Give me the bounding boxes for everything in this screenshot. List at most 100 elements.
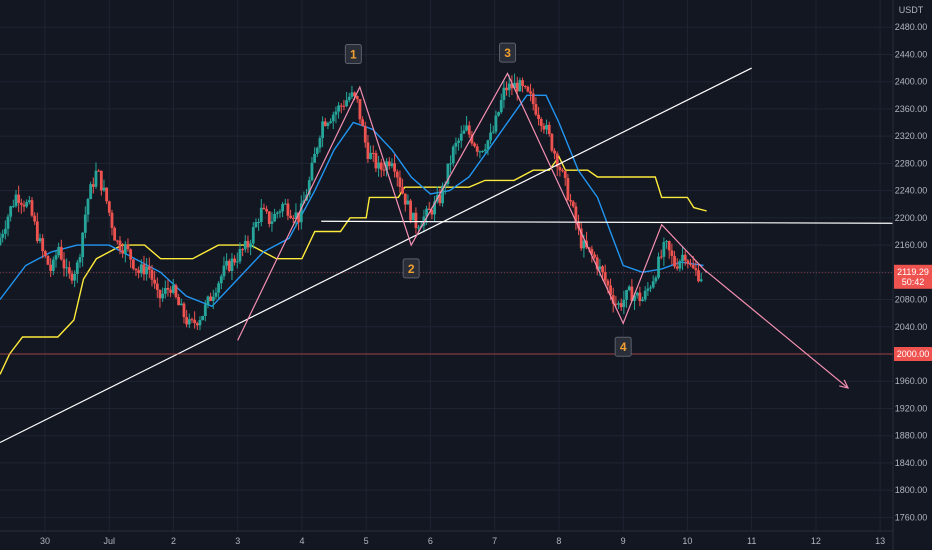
- time-tick-label: 11: [747, 536, 756, 546]
- candle-body: [694, 268, 698, 271]
- candle-body: [689, 263, 692, 265]
- candle-body: [331, 114, 335, 122]
- candle-body: [43, 251, 47, 256]
- candlestick-series: [0, 73, 703, 331]
- candle-body: [283, 203, 287, 205]
- candle-body: [657, 256, 660, 278]
- candle-body: [206, 296, 210, 305]
- pattern-label-box[interactable]: [499, 42, 517, 63]
- candle-body: [667, 241, 671, 251]
- candle-body: [401, 186, 404, 194]
- candle-body: [646, 288, 650, 291]
- candle-body: [94, 170, 98, 187]
- candle-body: [126, 244, 130, 250]
- candle-body: [358, 99, 362, 120]
- candle-body: [83, 214, 87, 233]
- candle-body: [150, 269, 154, 280]
- pattern-label-1: 1: [350, 47, 357, 61]
- projection-arrow-line[interactable]: [703, 268, 849, 389]
- candle-body: [659, 256, 663, 258]
- candle-body: [137, 270, 141, 274]
- candle-body: [350, 92, 354, 97]
- candle-body: [470, 134, 474, 144]
- candle-body: [233, 258, 237, 263]
- candle-body: [625, 290, 628, 300]
- price-tick-label: 2320.00: [895, 131, 928, 141]
- candle-body: [595, 257, 599, 270]
- candle-body: [174, 285, 178, 297]
- candle-body: [638, 292, 642, 302]
- candle-body: [409, 200, 412, 221]
- candle-body: [609, 285, 612, 296]
- candle-body: [630, 286, 634, 301]
- candle-body: [433, 201, 436, 215]
- pattern-label-box[interactable]: [614, 336, 632, 357]
- time-tick-label: 8: [556, 536, 561, 546]
- candle-body: [601, 266, 604, 273]
- candle-body: [75, 262, 79, 274]
- candle-body: [27, 200, 31, 203]
- projection-arrow-head: [839, 379, 850, 389]
- candle-body: [449, 163, 452, 165]
- drawing-tools[interactable]: 1 2 3 4: [0, 42, 894, 444]
- candle-body: [697, 270, 700, 282]
- candle-body: [49, 264, 53, 271]
- candle-body: [169, 289, 173, 293]
- candle-body: [446, 163, 450, 185]
- price-tick-label: 2240.00: [895, 186, 928, 196]
- candle-body: [91, 184, 95, 187]
- ascending-trendline[interactable]: [0, 67, 752, 444]
- candle-body: [227, 260, 231, 271]
- pattern-label-4: 4: [620, 340, 627, 354]
- candle-body: [558, 167, 562, 171]
- candle-body: [310, 162, 314, 181]
- candle-body: [374, 153, 378, 169]
- candle-body: [454, 142, 458, 147]
- support-price-tag: [894, 347, 932, 361]
- candle-body: [465, 125, 468, 131]
- candle-body: [195, 323, 199, 326]
- candle-body: [523, 85, 527, 87]
- candle-body: [123, 244, 127, 254]
- candle-body: [430, 210, 434, 215]
- candle-body: [457, 140, 460, 143]
- candle-body: [17, 194, 21, 203]
- candle-body: [353, 92, 356, 97]
- candle-body: [11, 206, 15, 208]
- pattern-label-box[interactable]: [344, 43, 362, 64]
- candle-body: [406, 200, 410, 205]
- candle-body: [73, 273, 77, 281]
- price-tick-label: 2040.00: [895, 322, 928, 332]
- candle-body: [633, 295, 636, 301]
- candle-body: [115, 240, 119, 242]
- candle-body: [289, 215, 293, 218]
- candle-body: [598, 266, 602, 270]
- candle-body: [30, 200, 34, 216]
- price-tick-label: 2400.00: [895, 77, 928, 87]
- candle-body: [371, 152, 375, 154]
- candle-body: [131, 259, 135, 269]
- neckline[interactable]: [321, 220, 894, 224]
- candle-body: [475, 146, 479, 152]
- pattern-label-box[interactable]: [402, 258, 420, 279]
- pattern-zigzag[interactable]: [237, 72, 708, 341]
- candle-body: [203, 304, 207, 316]
- candle-body: [41, 238, 45, 252]
- price-tick-label: 1840.00: [895, 458, 928, 468]
- candle-body: [678, 261, 682, 269]
- candle-body: [459, 133, 463, 141]
- time-axis[interactable]: 30 Jul 2 3 4 5 6 7 8 9 10 11 12 13: [0, 530, 893, 546]
- candle-body: [273, 213, 277, 222]
- candle-body: [270, 221, 274, 224]
- candle-body: [185, 317, 189, 325]
- candle-body: [438, 194, 442, 204]
- price-tick-label: 1920.00: [895, 403, 928, 413]
- candle-body: [257, 222, 261, 224]
- candle-body: [259, 207, 263, 223]
- candle-body: [507, 83, 511, 91]
- candle-body: [462, 130, 466, 134]
- candle-body: [699, 279, 703, 282]
